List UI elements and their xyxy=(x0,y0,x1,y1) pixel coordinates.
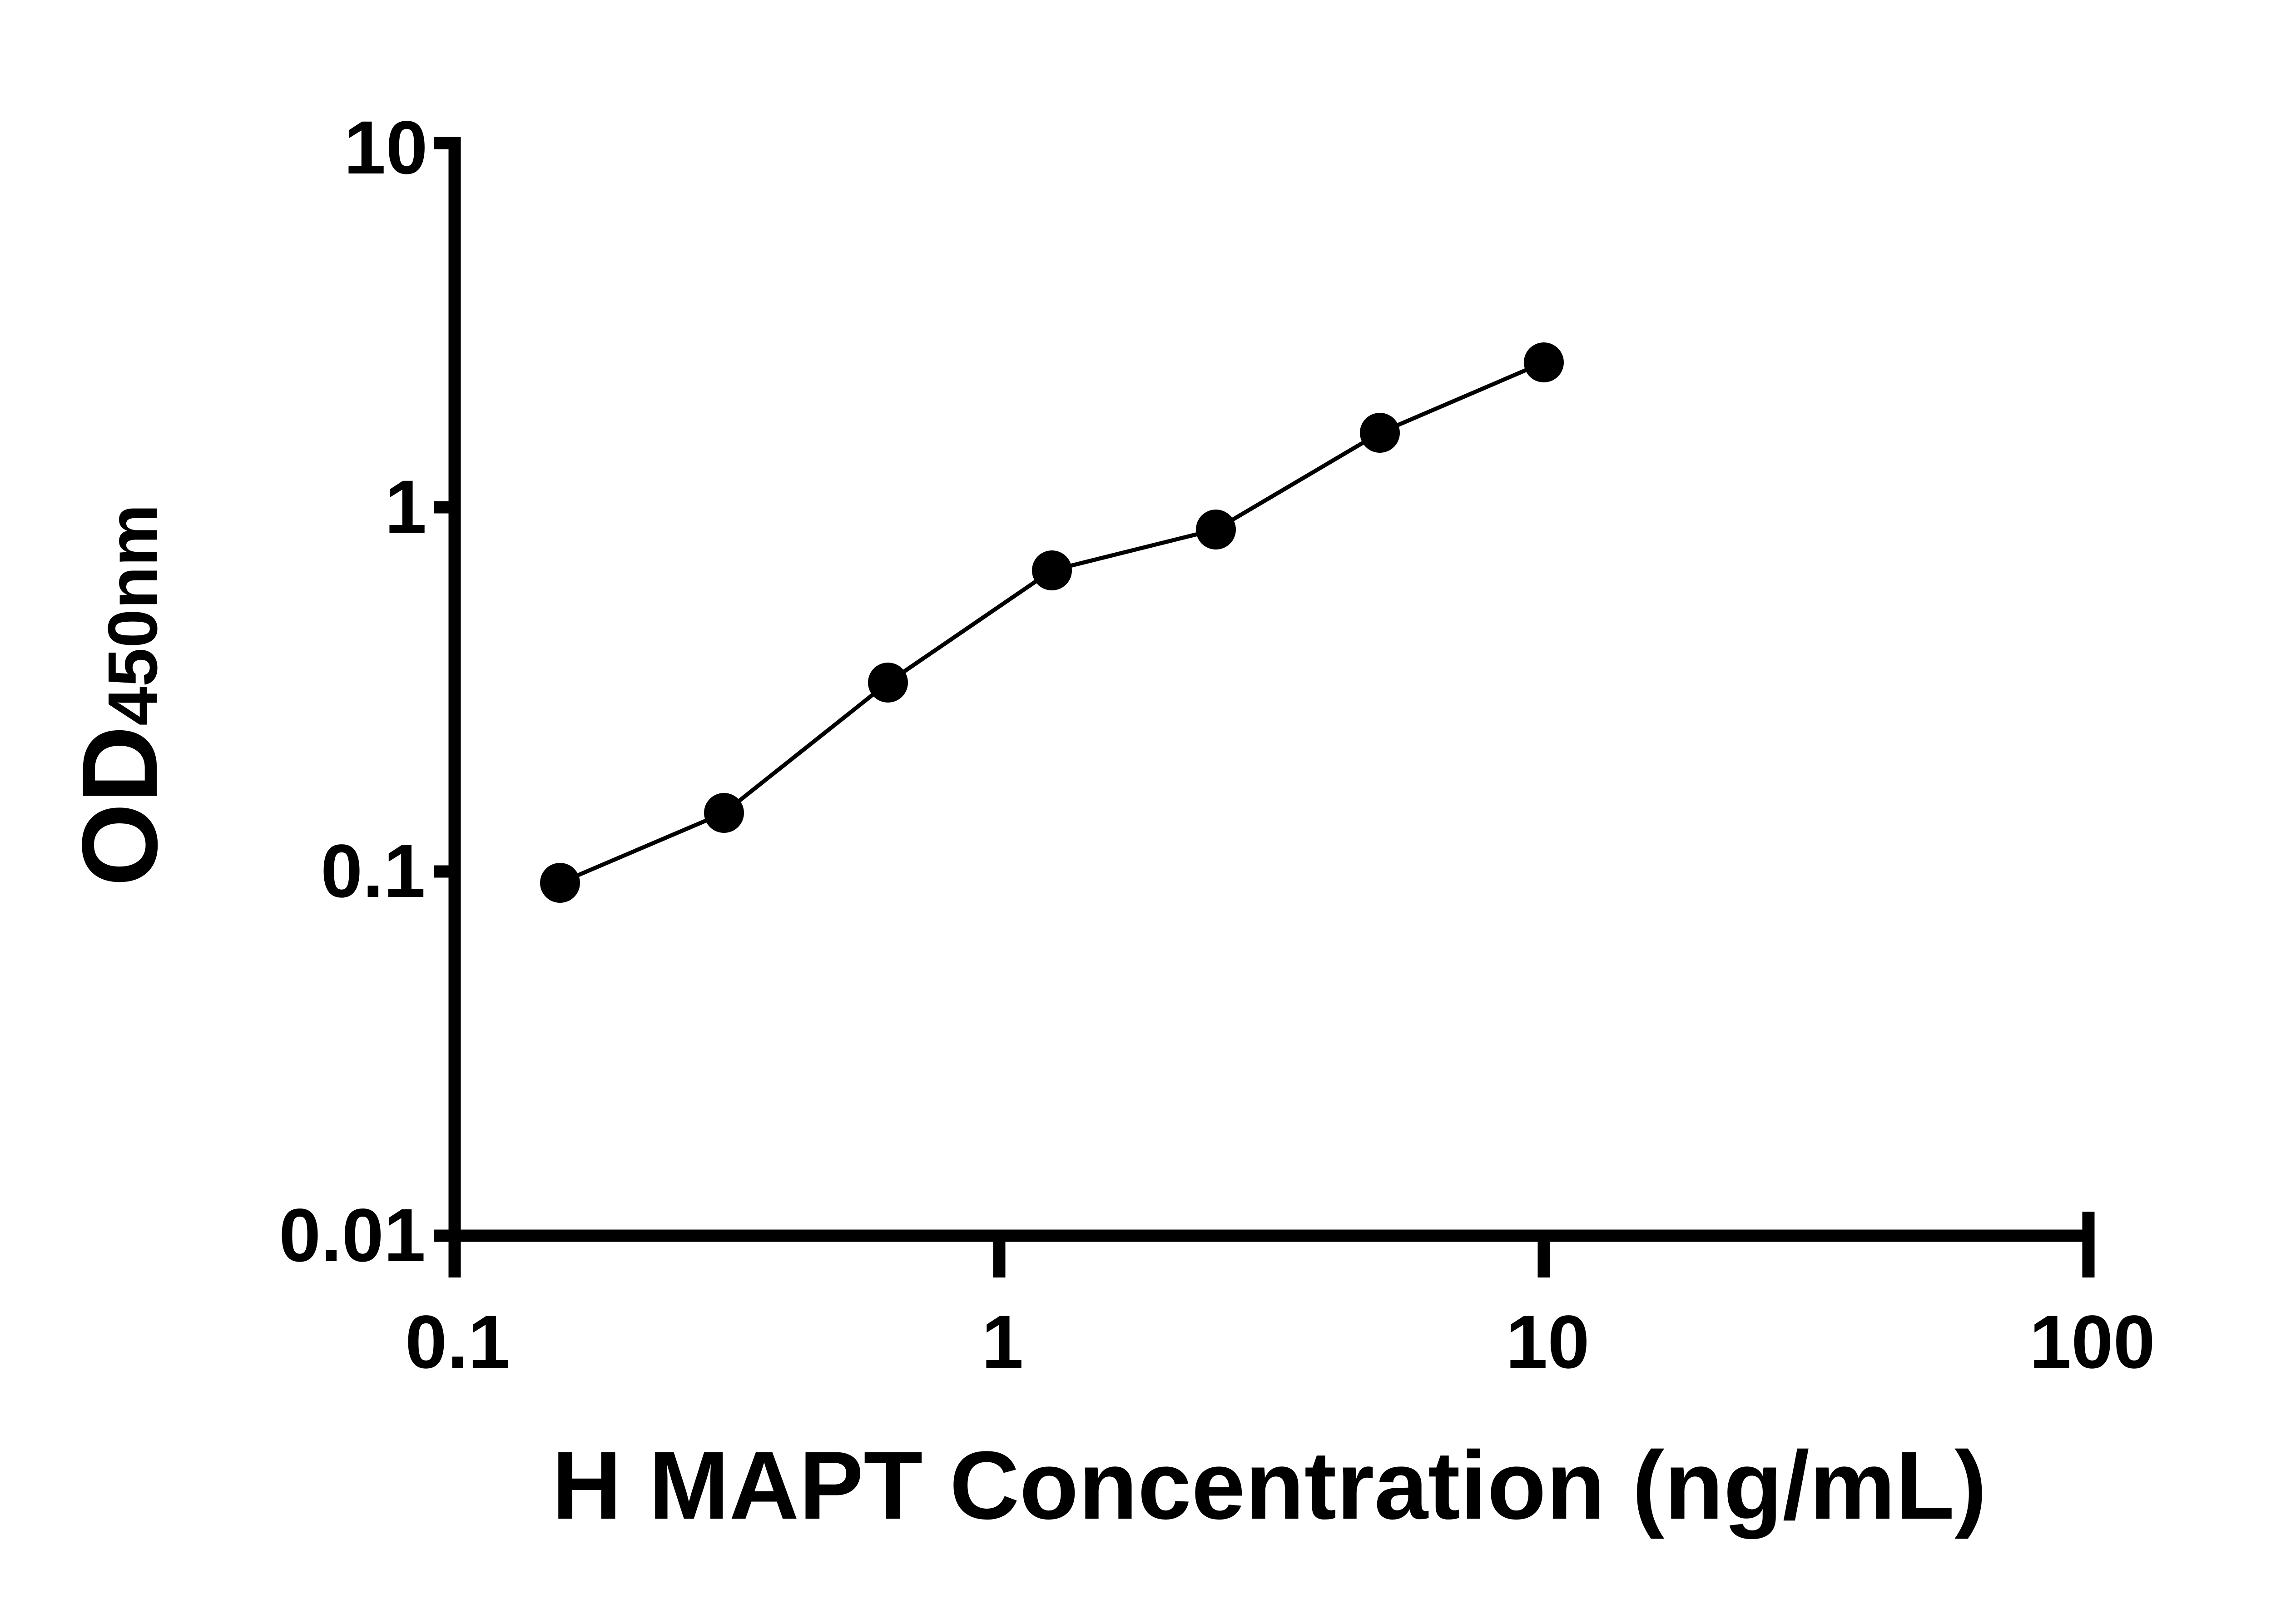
svg-text:OD450nm: OD450nm xyxy=(60,504,180,886)
